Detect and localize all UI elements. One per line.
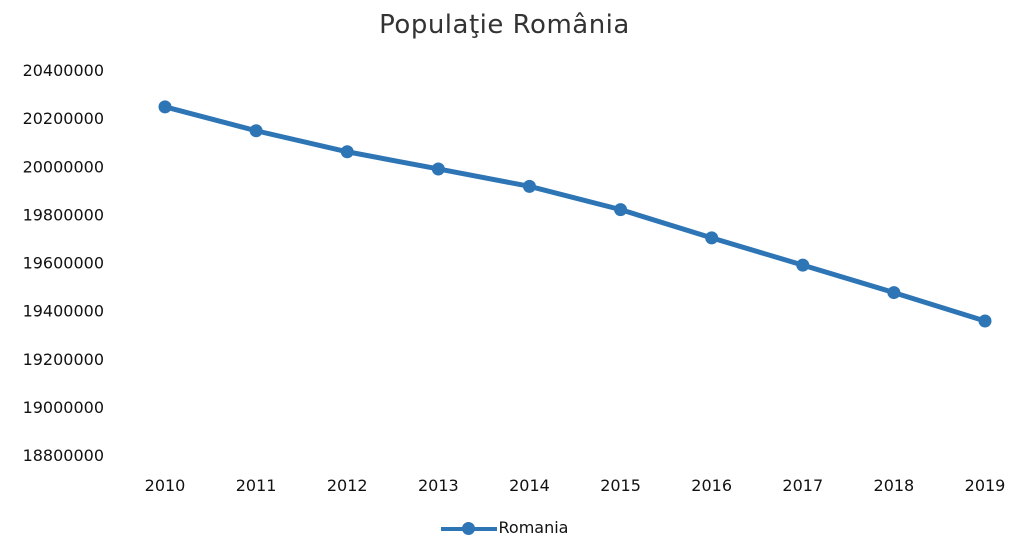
data-point-2012 bbox=[340, 145, 354, 159]
x-tick-label: 2016 bbox=[691, 476, 732, 495]
y-tick-label: 19000000 bbox=[23, 398, 104, 417]
x-tick-label: 2018 bbox=[874, 476, 915, 495]
x-tick-label: 2014 bbox=[509, 476, 550, 495]
data-point-2013 bbox=[431, 162, 445, 176]
x-tick-label: 2011 bbox=[236, 476, 277, 495]
legend-label: Romania bbox=[498, 518, 569, 537]
x-tick-label: 2017 bbox=[782, 476, 823, 495]
y-tick-label: 19800000 bbox=[23, 205, 104, 224]
data-point-2011 bbox=[249, 124, 263, 138]
y-tick-label: 19400000 bbox=[23, 302, 104, 321]
data-point-2010 bbox=[158, 100, 172, 114]
data-point-2018 bbox=[887, 286, 901, 300]
y-tick-label: 19200000 bbox=[23, 350, 104, 369]
x-tick-label: 2015 bbox=[600, 476, 641, 495]
legend-swatch bbox=[440, 521, 497, 535]
chart-legend: Romania bbox=[0, 518, 1009, 537]
x-tick-label: 2010 bbox=[145, 476, 186, 495]
x-tick-label: 2012 bbox=[327, 476, 368, 495]
data-point-2019 bbox=[978, 314, 992, 328]
y-tick-label: 20400000 bbox=[23, 61, 104, 80]
y-tick-label: 19600000 bbox=[23, 254, 104, 273]
data-point-2016 bbox=[705, 231, 719, 245]
y-tick-label: 20000000 bbox=[23, 157, 104, 176]
y-tick-label: 20200000 bbox=[23, 109, 104, 128]
data-point-2014 bbox=[522, 179, 536, 193]
chart-title: Populaţie România bbox=[379, 10, 630, 40]
x-axis-ticks: 2010 2011 2012 2013 2014 2015 2016 2017 2018 2019 bbox=[145, 476, 1006, 495]
data-point-2015 bbox=[614, 203, 628, 217]
y-tick-label: 18800000 bbox=[23, 446, 104, 465]
series-layer bbox=[158, 100, 992, 328]
series-line-romania bbox=[162, 104, 988, 324]
legend-marker bbox=[461, 521, 475, 535]
x-tick-label: 2013 bbox=[418, 476, 459, 495]
data-point-2017 bbox=[796, 258, 810, 272]
y-axis-ticks: 20400000 20200000 20000000 19800000 19600000… bbox=[23, 61, 104, 465]
x-tick-label: 2019 bbox=[965, 476, 1006, 495]
